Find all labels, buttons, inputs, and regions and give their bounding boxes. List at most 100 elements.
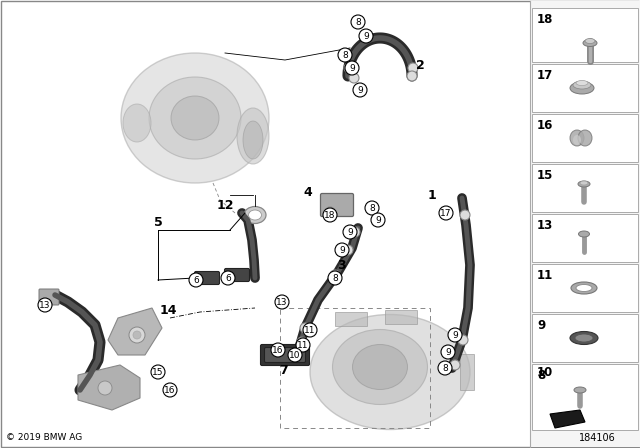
Circle shape <box>371 213 385 227</box>
Circle shape <box>448 328 462 342</box>
Ellipse shape <box>123 104 151 142</box>
Circle shape <box>335 243 349 257</box>
Circle shape <box>323 208 337 222</box>
Circle shape <box>439 206 453 220</box>
Ellipse shape <box>576 284 592 292</box>
Circle shape <box>460 210 470 220</box>
Ellipse shape <box>578 130 592 146</box>
Circle shape <box>350 227 360 237</box>
Circle shape <box>221 271 235 285</box>
Bar <box>532 64 638 112</box>
Text: 18: 18 <box>324 211 336 220</box>
Text: 9: 9 <box>445 348 451 357</box>
Text: 8: 8 <box>369 203 375 212</box>
Polygon shape <box>108 308 162 355</box>
FancyBboxPatch shape <box>225 268 250 281</box>
Ellipse shape <box>585 39 595 43</box>
Circle shape <box>328 271 342 285</box>
Text: 8: 8 <box>355 17 361 26</box>
Bar <box>460 354 474 390</box>
Ellipse shape <box>574 387 586 393</box>
Ellipse shape <box>243 121 263 159</box>
Ellipse shape <box>570 130 584 146</box>
Ellipse shape <box>149 77 241 159</box>
Ellipse shape <box>310 314 470 430</box>
Circle shape <box>458 335 468 345</box>
Text: 8: 8 <box>332 273 338 283</box>
Polygon shape <box>78 365 140 410</box>
FancyBboxPatch shape <box>195 271 220 284</box>
Text: 11: 11 <box>537 269 553 282</box>
Text: 16: 16 <box>537 119 554 132</box>
Text: 11: 11 <box>304 326 316 335</box>
Circle shape <box>438 361 452 375</box>
Text: 9: 9 <box>452 331 458 340</box>
Ellipse shape <box>573 135 581 145</box>
Circle shape <box>133 331 141 339</box>
Ellipse shape <box>571 282 597 294</box>
Circle shape <box>38 298 52 312</box>
Bar <box>532 314 638 362</box>
Text: 184106: 184106 <box>579 433 616 443</box>
Ellipse shape <box>171 96 219 140</box>
Ellipse shape <box>570 82 594 94</box>
Ellipse shape <box>580 181 588 185</box>
Ellipse shape <box>333 329 428 405</box>
Bar <box>532 114 638 162</box>
Text: 1: 1 <box>428 189 436 202</box>
Text: 16: 16 <box>272 345 284 354</box>
Ellipse shape <box>570 332 598 345</box>
Polygon shape <box>550 410 585 428</box>
Text: © 2019 BMW AG: © 2019 BMW AG <box>6 433 83 442</box>
Bar <box>532 214 638 262</box>
Text: 9: 9 <box>349 64 355 73</box>
Text: 8: 8 <box>442 363 448 372</box>
Text: 9: 9 <box>375 215 381 224</box>
FancyBboxPatch shape <box>321 194 353 216</box>
Circle shape <box>365 201 379 215</box>
Text: 8: 8 <box>342 51 348 60</box>
Text: 5: 5 <box>154 215 163 228</box>
Text: 10: 10 <box>289 350 301 359</box>
Text: 12: 12 <box>216 198 234 211</box>
Text: 4: 4 <box>303 185 312 198</box>
Text: 6: 6 <box>193 276 199 284</box>
Circle shape <box>296 338 310 352</box>
Circle shape <box>151 365 165 379</box>
Bar <box>532 164 638 212</box>
Circle shape <box>351 15 365 29</box>
Bar <box>530 1 640 447</box>
Circle shape <box>189 273 203 287</box>
Circle shape <box>330 270 340 280</box>
Text: 7: 7 <box>280 363 289 376</box>
Circle shape <box>349 73 359 83</box>
Circle shape <box>288 348 302 362</box>
FancyBboxPatch shape <box>39 289 59 305</box>
FancyBboxPatch shape <box>264 348 305 362</box>
Circle shape <box>344 63 354 73</box>
Text: 9: 9 <box>357 86 363 95</box>
Circle shape <box>300 323 310 333</box>
Ellipse shape <box>353 345 408 389</box>
Bar <box>385 310 417 324</box>
Circle shape <box>408 63 418 73</box>
Circle shape <box>163 383 177 397</box>
Circle shape <box>441 345 455 359</box>
Ellipse shape <box>248 210 262 220</box>
Circle shape <box>271 343 285 357</box>
Circle shape <box>450 360 460 370</box>
Circle shape <box>338 48 352 62</box>
Circle shape <box>303 323 317 337</box>
Circle shape <box>297 337 307 347</box>
Text: 13: 13 <box>537 219 553 232</box>
Text: 3: 3 <box>338 258 346 271</box>
Text: 13: 13 <box>276 297 288 306</box>
Text: 9: 9 <box>339 246 345 254</box>
Ellipse shape <box>578 181 590 187</box>
Ellipse shape <box>579 231 589 237</box>
Bar <box>532 264 638 312</box>
Circle shape <box>353 83 367 97</box>
Circle shape <box>325 207 335 217</box>
Ellipse shape <box>575 334 593 342</box>
Bar <box>280 308 430 428</box>
